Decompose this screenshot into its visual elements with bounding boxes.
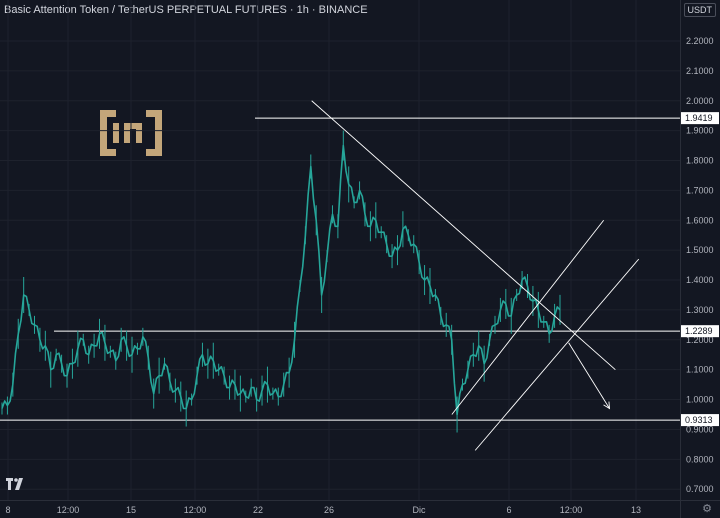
- chart-title: Basic Attention Token / TetherUS PERPETU…: [4, 4, 368, 16]
- y-tick-label: 1.9000: [686, 126, 714, 136]
- trendline-projection-arrow: [568, 342, 610, 409]
- y-tick-label: 1.6000: [686, 215, 714, 225]
- price-label: 1.9419: [685, 113, 713, 123]
- y-tick-label: 1.7000: [686, 185, 714, 195]
- x-tick-label: 15: [126, 505, 136, 515]
- y-tick-label: 0.7000: [686, 484, 714, 494]
- price-label-box: [681, 112, 719, 125]
- gear-icon[interactable]: ⚙: [702, 502, 712, 515]
- price-label-box: [681, 325, 719, 338]
- currency-badge[interactable]: USDT: [683, 3, 716, 17]
- x-tick-label: 12:00: [560, 505, 583, 515]
- y-tick-label: 2.1000: [686, 66, 714, 76]
- trendline-descending-resistance: [311, 100, 616, 371]
- x-tick-label: 22: [253, 505, 263, 515]
- price-label: 1.2289: [685, 326, 713, 336]
- y-tick-label: 2.0000: [686, 96, 714, 106]
- x-tick-label: 13: [631, 505, 641, 515]
- y-tick-label: 1.5000: [686, 245, 714, 255]
- trendline-channel-lower: [474, 258, 640, 451]
- x-tick-label: Dic: [413, 505, 426, 515]
- y-tick-label: 1.4000: [686, 275, 714, 285]
- y-tick-label: 1.2000: [686, 335, 714, 345]
- y-tick-label: 1.1000: [686, 365, 714, 375]
- beincrypto-logo: [100, 110, 162, 156]
- price-label-box: [681, 414, 719, 427]
- x-tick-label: 26: [324, 505, 334, 515]
- grid-lines: [0, 0, 680, 500]
- tradingview-logo-icon: [6, 478, 23, 490]
- y-tick-label: 0.9000: [686, 424, 714, 434]
- y-tick-label: 1.8000: [686, 156, 714, 166]
- arrowhead: [603, 401, 611, 410]
- y-tick-label: 1.3000: [686, 305, 714, 315]
- y-tick-label: 2.2000: [686, 36, 714, 46]
- x-tick-label: 12:00: [57, 505, 80, 515]
- price-series: [1, 144, 561, 416]
- x-tick-label: 12:00: [184, 505, 207, 515]
- y-tick-label: 1.0000: [686, 395, 714, 405]
- x-tick-label: 8: [5, 505, 10, 515]
- trendline-channel-upper: [451, 220, 605, 415]
- y-tick-label: 0.8000: [686, 454, 714, 464]
- x-tick-label: 6: [506, 505, 511, 515]
- price-label: 0.9313: [685, 415, 713, 425]
